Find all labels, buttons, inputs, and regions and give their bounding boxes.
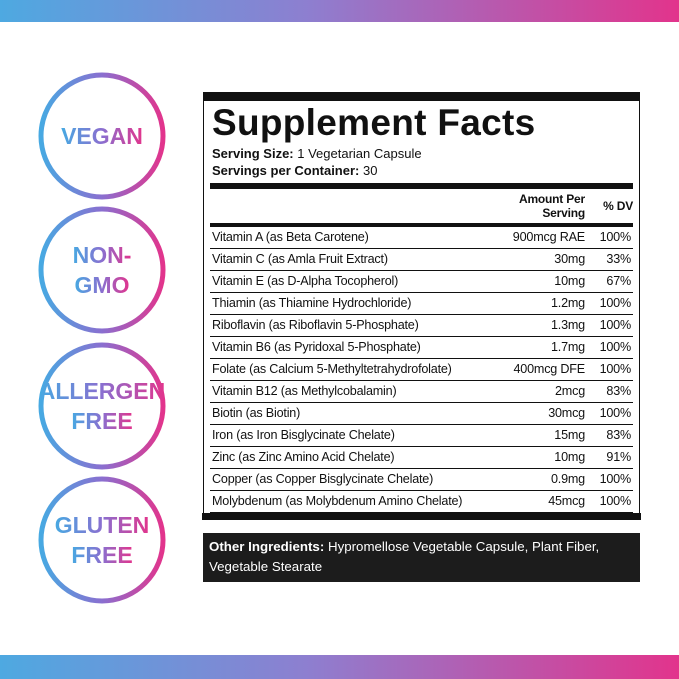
nutrient: Vitamin C (as Amla Fruit Extract) xyxy=(210,248,483,271)
value: 1 Vegetarian Capsule xyxy=(297,146,422,161)
nutrient: Vitamin A (as Beta Carotene) xyxy=(210,225,483,249)
daily-value: 100% xyxy=(591,292,633,315)
value: Hypromellose Vegetable Capsule, Plant Fi… xyxy=(209,539,600,574)
amount: 45mcg xyxy=(483,490,591,513)
end-bar xyxy=(202,513,641,520)
daily-value: 100% xyxy=(591,490,633,513)
nutrient: Biotin (as Biotin) xyxy=(210,402,483,425)
facts-title: Supplement Facts xyxy=(212,102,536,143)
facts-row: Vitamin E (as D-Alpha Tocopherol) 10mg 67% xyxy=(210,270,633,293)
label: Serving Size: xyxy=(212,146,294,161)
amount: 30mg xyxy=(483,248,591,271)
amount: 1.2mg xyxy=(483,292,591,315)
header: % DV xyxy=(591,183,633,227)
daily-value: 83% xyxy=(591,380,633,403)
daily-value: 100% xyxy=(591,402,633,425)
amount: 30mcg xyxy=(483,402,591,425)
daily-value: 100% xyxy=(591,468,633,491)
badge-text: FREE xyxy=(71,542,132,568)
amount: 1.7mg xyxy=(483,336,591,359)
daily-value: 100% xyxy=(591,336,633,359)
blank xyxy=(210,183,483,227)
amount: 900mcg RAE xyxy=(483,225,591,249)
facts-table: Amount Per Serving % DV Vitamin A (as Be… xyxy=(210,183,633,513)
label: Other Ingredients: xyxy=(209,539,325,554)
facts-row: Vitamin C (as Amla Fruit Extract) 30mg 33% xyxy=(210,248,633,271)
nutrient: Copper (as Copper Bisglycinate Chelate) xyxy=(210,468,483,491)
daily-value: 33% xyxy=(591,248,633,271)
badge-ring xyxy=(38,72,166,200)
facts-row: Folate (as Calcium 5-Methyltetrahydrofol… xyxy=(210,358,633,381)
amount: 10mg xyxy=(483,270,591,293)
daily-value: 100% xyxy=(591,358,633,381)
label: Servings per Container: xyxy=(212,163,360,178)
amount: 0.9mg xyxy=(483,468,591,491)
nutrient: Riboflavin (as Riboflavin 5-Phosphate) xyxy=(210,314,483,337)
facts-row: Biotin (as Biotin) 30mcg 100% xyxy=(210,402,633,425)
amount: 10mg xyxy=(483,446,591,469)
facts-row: Vitamin B12 (as Methylcobalamin) 2mcg 83% xyxy=(210,380,633,403)
servings: Servings per Container: 30 xyxy=(210,162,633,179)
facts-row: Molybdenum (as Molybdenum Amino Chelate)… xyxy=(210,490,633,513)
other-ingredients: Other Ingredients: Hypromellose Vegetabl… xyxy=(203,533,640,582)
facts-row: Iron (as Iron Bisglycinate Chelate) 15mg 8… xyxy=(210,424,633,447)
facts-row: Copper (as Copper Bisglycinate Chelate) 0… xyxy=(210,468,633,491)
badge-text: ALLERGEN xyxy=(39,378,166,404)
facts-row: Vitamin B6 (as Pyridoxal 5-Phosphate) 1.7… xyxy=(210,336,633,359)
facts-row: Thiamin (as Thiamine Hydrochloride) 1.2mg… xyxy=(210,292,633,315)
daily-value: 67% xyxy=(591,270,633,293)
amount: 1.3mg xyxy=(483,314,591,337)
nutrient: Folate (as Calcium 5-Methyltetrahydrofol… xyxy=(210,358,483,381)
badge-text: GMO xyxy=(75,272,130,298)
amount: 15mg xyxy=(483,424,591,447)
top-gradient-bar xyxy=(0,0,679,22)
daily-value: 100% xyxy=(591,314,633,337)
amount: 2mcg xyxy=(483,380,591,403)
amount: 400mcg DFE xyxy=(483,358,591,381)
badge-text: GLUTEN xyxy=(55,512,150,538)
daily-value: 100% xyxy=(591,225,633,249)
nutrient: Vitamin B6 (as Pyridoxal 5-Phosphate) xyxy=(210,336,483,359)
badge-ring xyxy=(38,206,166,334)
nutrient: Iron (as Iron Bisglycinate Chelate) xyxy=(210,424,483,447)
daily-value: 83% xyxy=(591,424,633,447)
badge-text: NON- xyxy=(73,242,132,268)
badge-text: FREE xyxy=(71,408,132,434)
daily-value: 91% xyxy=(591,446,633,469)
supplement-facts: Supplement Facts Serving Size: 1 Vegetar… xyxy=(202,92,641,582)
value: 30 xyxy=(363,163,378,178)
facts-row: Vitamin A (as Beta Carotene) 900mcg RAE 10… xyxy=(210,225,633,249)
header: Amount Per Serving xyxy=(483,183,591,227)
badges: VEGAN NON- GMO ALLERGEN FREE GLUTEN FREE xyxy=(38,72,166,604)
bottom-gradient-bar xyxy=(0,655,679,679)
nutrient: Molybdenum (as Molybdenum Amino Chelate) xyxy=(210,490,483,513)
nutrient: Vitamin B12 (as Methylcobalamin) xyxy=(210,380,483,403)
nutrient: Zinc (as Zinc Amino Acid Chelate) xyxy=(210,446,483,469)
serving-size: Serving Size: 1 Vegetarian Capsule xyxy=(210,145,633,162)
nutrient: Thiamin (as Thiamine Hydrochloride) xyxy=(210,292,483,315)
facts-box: Supplement Facts Serving Size: 1 Vegetar… xyxy=(203,92,640,513)
facts-row: Zinc (as Zinc Amino Acid Chelate) 10mg 91% xyxy=(210,446,633,469)
badge-text: VEGAN xyxy=(61,123,143,149)
facts-row: Riboflavin (as Riboflavin 5-Phosphate) 1.… xyxy=(210,314,633,337)
badge-ring xyxy=(38,342,166,470)
nutrient: Vitamin E (as D-Alpha Tocopherol) xyxy=(210,270,483,293)
badge-ring xyxy=(38,476,166,604)
